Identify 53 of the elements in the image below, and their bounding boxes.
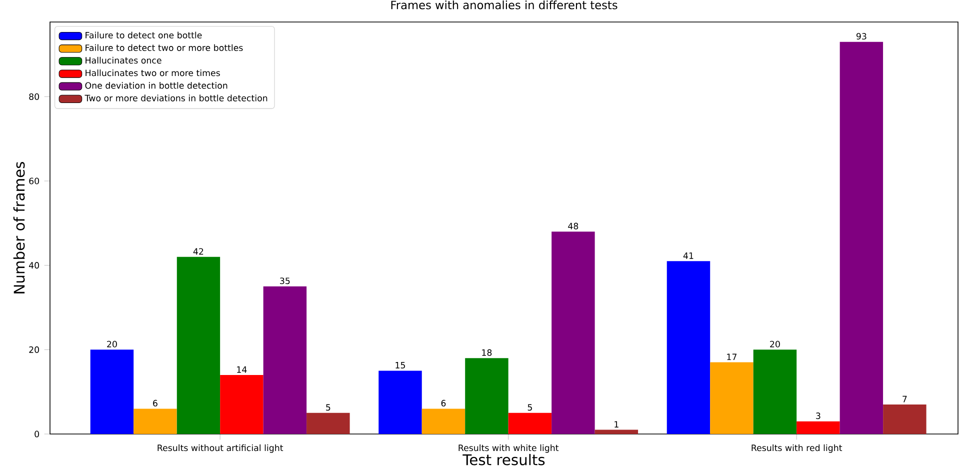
bar: [220, 374, 264, 434]
bar: [378, 370, 422, 434]
x-tick-label: Results without artificial light: [158, 444, 284, 453]
bar: [796, 421, 840, 434]
data-label: 42: [193, 248, 204, 255]
x-axis-title: Test results: [462, 454, 545, 466]
bar: [134, 408, 177, 434]
data-label: 7: [902, 396, 907, 402]
bar: [465, 358, 508, 434]
y-tick-label: 60: [29, 178, 40, 184]
y-tick-label: 20: [29, 346, 40, 353]
data-label: 41: [683, 252, 694, 259]
legend-label: Failure to detect two or more bottles: [86, 44, 243, 52]
data-label: 15: [396, 362, 405, 368]
bar: [508, 412, 552, 434]
bar: [666, 261, 710, 434]
data-label: 3: [816, 412, 820, 420]
data-label: 5: [528, 404, 532, 411]
legend-label: Hallucinates two or more times: [86, 69, 220, 76]
bar: [594, 430, 638, 434]
data-label: 20: [107, 340, 117, 348]
legend-label: Failure to detect one bottle: [86, 32, 202, 38]
legend-label: One deviation in bottle detection: [85, 82, 228, 89]
data-label: 6: [441, 400, 446, 406]
data-label: 35: [280, 278, 290, 284]
legend-label: Hallucinates once: [86, 56, 162, 64]
data-label: 5: [326, 404, 330, 411]
bar: [176, 256, 220, 434]
bar: [422, 408, 466, 434]
chart-title: Frames with anomalies in different tests: [391, 0, 618, 10]
data-label: 93: [856, 33, 866, 40]
y-axis-title: Number of frames: [13, 162, 25, 294]
data-label: 18: [482, 349, 492, 356]
data-label: 14: [237, 366, 247, 373]
bar: [840, 42, 884, 434]
bar: [90, 350, 134, 434]
legend-label: Two or more deviations in bottle detection: [84, 94, 268, 102]
data-label: 1: [614, 421, 618, 428]
y-tick-label: 80: [29, 93, 40, 100]
y-tick-label: 0: [34, 430, 40, 438]
y-tick-label: 40: [28, 262, 40, 269]
bar: [753, 350, 797, 434]
data-label: 17: [727, 354, 736, 360]
x-tick-label: Results with red light: [752, 444, 842, 453]
x-tick-label: Results with white light: [458, 444, 559, 453]
data-label: 20: [770, 340, 780, 348]
data-label: 48: [568, 222, 578, 230]
bar: [710, 362, 754, 434]
bar: [552, 232, 595, 434]
bar: [306, 412, 350, 434]
bar: [883, 404, 926, 434]
data-label: 6: [153, 400, 158, 406]
bar: [263, 286, 307, 434]
